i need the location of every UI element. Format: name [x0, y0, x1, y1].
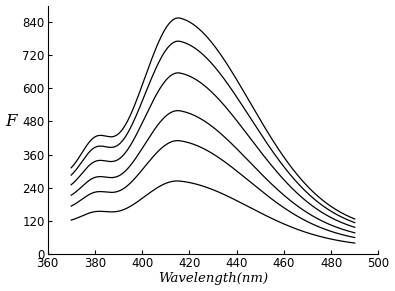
Y-axis label: F: F	[6, 113, 17, 130]
X-axis label: Wavelength(nm): Wavelength(nm)	[158, 272, 268, 285]
